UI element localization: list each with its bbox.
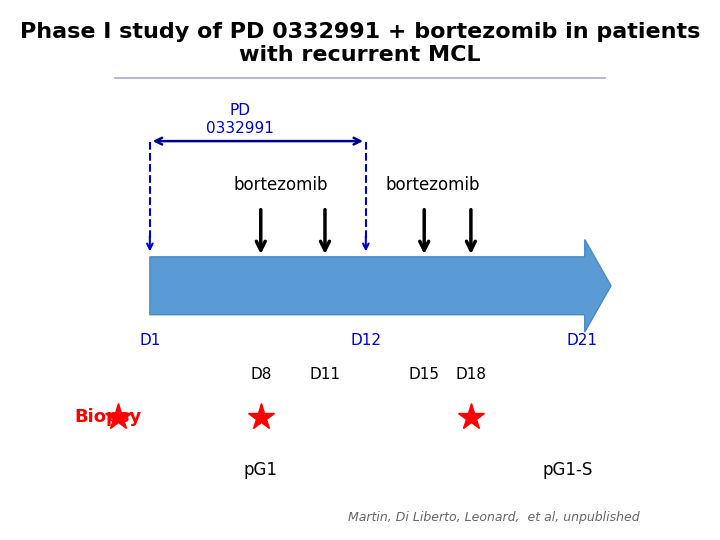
Text: D11: D11 <box>310 367 341 382</box>
Text: Martin, Di Liberto, Leonard,  et al, unpublished: Martin, Di Liberto, Leonard, et al, unpu… <box>348 511 640 524</box>
Text: D15: D15 <box>409 367 440 382</box>
Text: Phase I study of PD 0332991 + bortezomib in patients
with recurrent MCL: Phase I study of PD 0332991 + bortezomib… <box>20 22 700 65</box>
Text: Biopsy: Biopsy <box>74 408 141 426</box>
Text: D8: D8 <box>250 367 271 382</box>
Text: bortezomib: bortezomib <box>234 176 328 194</box>
Text: D21: D21 <box>567 333 598 348</box>
Text: bortezomib: bortezomib <box>386 176 480 194</box>
Text: PD
0332991: PD 0332991 <box>207 104 274 136</box>
Text: D1: D1 <box>139 333 161 348</box>
FancyArrow shape <box>150 239 611 332</box>
Text: D18: D18 <box>456 367 487 382</box>
Text: pG1: pG1 <box>244 461 278 479</box>
Text: pG1-S: pG1-S <box>542 461 593 479</box>
Text: D12: D12 <box>351 333 382 348</box>
